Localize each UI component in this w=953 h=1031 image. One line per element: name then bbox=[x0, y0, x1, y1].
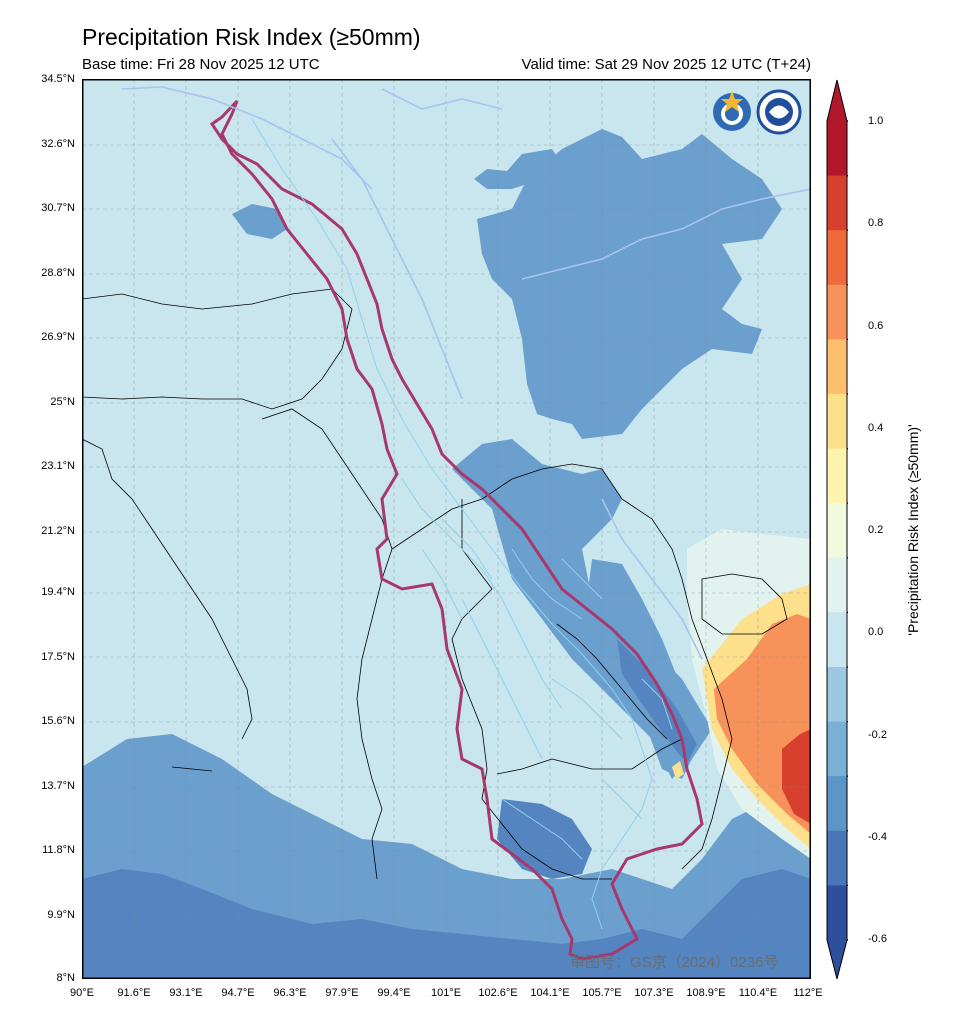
major-rivers bbox=[121, 86, 811, 660]
colorbar-segment bbox=[827, 885, 847, 941]
lon-label: 105.7°E bbox=[582, 987, 622, 999]
lon-label: 112°E bbox=[793, 987, 823, 999]
colorbar-segment bbox=[827, 612, 847, 668]
colorbar-segment bbox=[827, 830, 847, 886]
lat-label: 34.5°N bbox=[41, 73, 75, 85]
cma-logo bbox=[756, 89, 802, 135]
colorbar-segment bbox=[827, 503, 847, 559]
lon-label: 101°E bbox=[430, 987, 462, 999]
colorbar-tick-label: 1.0 bbox=[868, 115, 884, 127]
lat-label: 25°N bbox=[50, 396, 75, 408]
colorbar-segment bbox=[827, 175, 847, 231]
lon-label: 97.9°E bbox=[325, 987, 359, 999]
colorbar-tick-label: 0.8 bbox=[868, 217, 884, 229]
lon-label: 96.3°E bbox=[273, 987, 307, 999]
colorbar-max-arrow bbox=[827, 80, 847, 121]
risk-area-red bbox=[782, 729, 811, 824]
river-network bbox=[251, 118, 673, 930]
lat-label: 9.9°N bbox=[47, 909, 75, 921]
colorbar-segment bbox=[827, 721, 847, 777]
lon-label: 99.4°E bbox=[377, 987, 411, 999]
risk-area-yellow-spot bbox=[672, 761, 684, 779]
gridlines bbox=[82, 79, 811, 979]
colorbar-tick-label: 0.6 bbox=[868, 320, 884, 332]
lon-label: 91.6°E bbox=[117, 987, 151, 999]
lat-label: 19.4°N bbox=[41, 586, 75, 598]
valid-time: Valid time: Sat 29 Nov 2025 12 UTC (T+24… bbox=[521, 56, 811, 73]
lat-label: 26.9°N bbox=[41, 331, 75, 343]
lon-label: 107.3°E bbox=[634, 987, 674, 999]
colorbar-segment bbox=[827, 394, 847, 450]
lat-label: 13.7°N bbox=[41, 780, 75, 792]
chart-title: Precipitation Risk Index (≥50mm) bbox=[82, 24, 421, 50]
lat-label: 11.8°N bbox=[42, 844, 75, 856]
colorbar-segment bbox=[827, 230, 847, 286]
colorbar-segment bbox=[827, 557, 847, 613]
lat-label: 8°N bbox=[56, 972, 75, 984]
lon-label: 102.6°E bbox=[478, 987, 518, 999]
risk-area-north-patch bbox=[474, 149, 562, 189]
colorbar-tick-label: -0.2 bbox=[868, 729, 887, 741]
basin-boundary bbox=[209, 99, 704, 961]
lon-label: 94.7°E bbox=[221, 987, 255, 999]
risk-area-small-west bbox=[232, 204, 287, 239]
risk-area-east-lower bbox=[617, 639, 697, 764]
lat-label: 23.1°N bbox=[41, 460, 75, 472]
lon-label: 93.1°E bbox=[169, 987, 203, 999]
colorbar-tick-label: 0.4 bbox=[868, 422, 884, 434]
colorbar-segment bbox=[827, 284, 847, 340]
colorbar-segment bbox=[827, 448, 847, 504]
map-panel bbox=[82, 79, 811, 979]
colorbar-segment bbox=[827, 776, 847, 832]
colorbar-segment bbox=[827, 121, 847, 177]
map-frame bbox=[82, 79, 811, 979]
lat-label: 32.6°N bbox=[41, 138, 75, 150]
colorbar-title: 'Precipitation Risk Index (≥50mm)' bbox=[905, 424, 921, 636]
base-time: Base time: Fri 28 Nov 2025 12 UTC bbox=[82, 56, 320, 73]
lat-label: 21.2°N bbox=[41, 525, 75, 537]
wmo-logo bbox=[713, 91, 751, 131]
colorbar-tick-label: -0.4 bbox=[868, 831, 887, 843]
country-borders bbox=[82, 288, 788, 880]
colorbar bbox=[826, 79, 848, 980]
watermark: 审图号：GS京（2024）0236号 bbox=[570, 954, 779, 971]
lon-label: 108.9°E bbox=[686, 987, 726, 999]
colorbar-segment bbox=[827, 339, 847, 395]
lon-label: 90°E bbox=[70, 987, 94, 999]
colorbar-segment bbox=[827, 667, 847, 723]
lat-label: 15.6°N bbox=[41, 715, 75, 727]
lat-label: 28.8°N bbox=[41, 267, 75, 279]
colorbar-min-arrow bbox=[827, 940, 847, 979]
risk-area-south-2 bbox=[82, 869, 811, 979]
lat-label: 17.5°N bbox=[41, 651, 75, 663]
lat-label: 30.7°N bbox=[41, 202, 75, 214]
lon-label: 110.4°E bbox=[738, 987, 778, 999]
colorbar-tick-label: 0.0 bbox=[868, 626, 884, 638]
colorbar-tick-label: 0.2 bbox=[868, 524, 884, 536]
colorbar-tick-label: -0.6 bbox=[868, 933, 887, 945]
lon-label: 104.1°E bbox=[530, 987, 570, 999]
